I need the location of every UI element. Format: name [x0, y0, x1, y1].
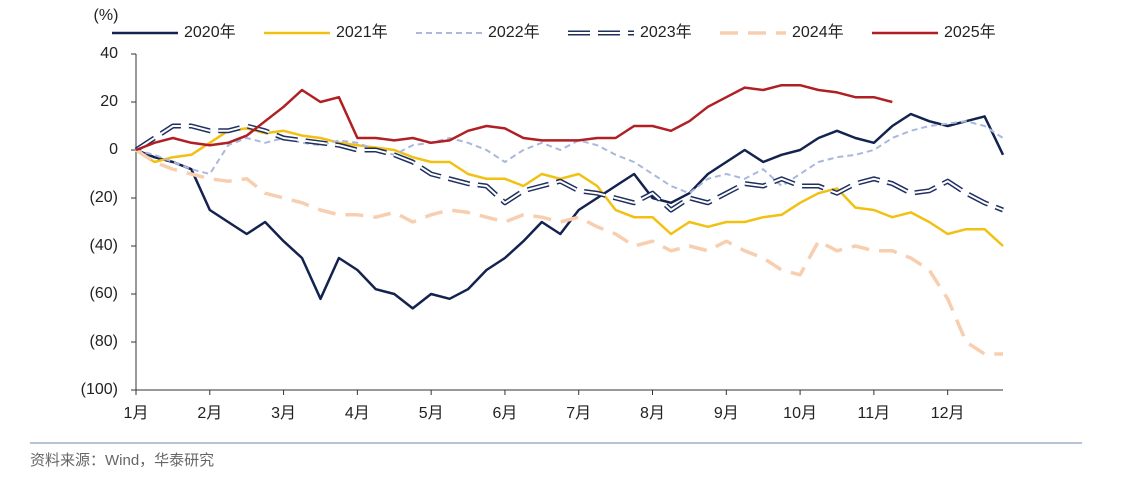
line-core — [135, 125, 1004, 211]
x-tick-label: 5月 — [419, 405, 444, 422]
x-tick-label: 3月 — [271, 405, 296, 422]
line — [135, 148, 1003, 356]
x-tick-label: 7月 — [566, 405, 591, 422]
line — [134, 123, 1004, 213]
y-tick-label: (40) — [90, 237, 118, 254]
line — [135, 127, 1004, 247]
y-tick-label: 40 — [100, 45, 118, 62]
line — [135, 112, 1005, 310]
x-tick-label: 4月 — [345, 405, 370, 422]
x-tick-label: 1月 — [124, 405, 149, 422]
y-tick-label: (20) — [90, 189, 118, 206]
line — [135, 120, 1004, 195]
legend-label: 2020年 — [184, 23, 236, 41]
y-tick-label: (80) — [90, 333, 118, 350]
y-tick-label: (60) — [90, 285, 118, 302]
y-tick-label: (100) — [81, 381, 118, 398]
legend-label: 2022年 — [488, 23, 540, 41]
y-tick-label: 20 — [100, 93, 118, 110]
x-tick-label: 12月 — [931, 405, 965, 422]
source-note: 资料来源：Wind，华泰研究 — [30, 452, 214, 469]
x-tick-label: 8月 — [640, 405, 665, 422]
y-axis-label: (%) — [94, 7, 119, 24]
x-tick-label: 6月 — [492, 405, 517, 422]
legend-label: 2024年 — [792, 23, 844, 41]
y-tick-label: 0 — [109, 141, 118, 158]
x-tick-label: 11月 — [858, 405, 891, 422]
legend-label: 2023年 — [640, 23, 692, 41]
legend-label: 2021年 — [336, 23, 388, 41]
x-tick-label: 9月 — [714, 405, 739, 422]
x-tick-label: 2月 — [197, 405, 222, 422]
legend-label: 2025年 — [944, 23, 996, 41]
line — [135, 83, 893, 152]
x-tick-label: 10月 — [783, 405, 817, 422]
